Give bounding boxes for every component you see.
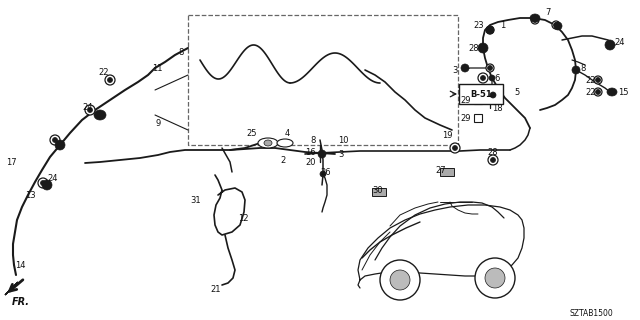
Text: 18: 18 bbox=[492, 103, 502, 113]
Text: 27: 27 bbox=[435, 165, 445, 174]
Ellipse shape bbox=[264, 140, 272, 146]
Text: 23: 23 bbox=[473, 20, 484, 29]
Text: 28: 28 bbox=[487, 148, 498, 156]
Text: 24: 24 bbox=[47, 173, 58, 182]
Text: 21: 21 bbox=[210, 285, 221, 294]
Circle shape bbox=[554, 22, 559, 28]
Text: 31: 31 bbox=[190, 196, 200, 204]
Circle shape bbox=[452, 146, 458, 150]
Ellipse shape bbox=[607, 88, 617, 96]
Ellipse shape bbox=[478, 43, 488, 53]
Bar bbox=[440, 168, 454, 176]
Circle shape bbox=[486, 26, 494, 34]
Circle shape bbox=[108, 77, 113, 83]
Circle shape bbox=[488, 28, 493, 33]
Circle shape bbox=[489, 75, 495, 81]
Text: 22: 22 bbox=[585, 87, 595, 97]
Circle shape bbox=[52, 138, 58, 142]
Text: 1: 1 bbox=[500, 20, 505, 29]
Circle shape bbox=[594, 76, 602, 84]
Text: 8: 8 bbox=[580, 63, 586, 73]
Ellipse shape bbox=[94, 110, 106, 120]
Circle shape bbox=[532, 18, 538, 22]
Text: 26: 26 bbox=[320, 167, 331, 177]
Circle shape bbox=[380, 260, 420, 300]
Circle shape bbox=[488, 66, 493, 70]
Ellipse shape bbox=[554, 22, 562, 30]
Text: 13: 13 bbox=[25, 190, 36, 199]
Circle shape bbox=[450, 143, 460, 153]
Text: 24: 24 bbox=[82, 102, 93, 111]
Text: 14: 14 bbox=[15, 260, 26, 269]
Text: 3: 3 bbox=[452, 66, 458, 75]
Circle shape bbox=[105, 75, 115, 85]
Text: B-51: B-51 bbox=[470, 90, 492, 99]
Circle shape bbox=[318, 150, 326, 158]
Polygon shape bbox=[5, 282, 18, 295]
Text: 3: 3 bbox=[338, 149, 344, 158]
Circle shape bbox=[485, 268, 505, 288]
Ellipse shape bbox=[277, 139, 293, 147]
Bar bbox=[372, 188, 386, 196]
Text: 8: 8 bbox=[178, 47, 184, 57]
Text: FR.: FR. bbox=[12, 297, 30, 307]
Circle shape bbox=[481, 76, 486, 81]
Text: 6: 6 bbox=[494, 74, 499, 83]
Circle shape bbox=[461, 64, 469, 72]
Circle shape bbox=[50, 135, 60, 145]
FancyBboxPatch shape bbox=[459, 84, 503, 104]
Circle shape bbox=[595, 90, 600, 94]
Text: 30: 30 bbox=[372, 186, 383, 195]
Circle shape bbox=[390, 270, 410, 290]
Bar bbox=[188, 15, 458, 145]
Text: 17: 17 bbox=[6, 157, 17, 166]
Circle shape bbox=[320, 171, 326, 177]
Text: 20: 20 bbox=[305, 157, 316, 166]
Text: 28: 28 bbox=[468, 44, 479, 52]
Text: 22: 22 bbox=[98, 68, 109, 76]
Circle shape bbox=[85, 105, 95, 115]
Text: 22: 22 bbox=[585, 76, 595, 84]
Text: 25: 25 bbox=[246, 129, 257, 138]
Text: 11: 11 bbox=[152, 63, 163, 73]
Circle shape bbox=[595, 77, 600, 83]
Circle shape bbox=[490, 157, 495, 163]
Text: 8: 8 bbox=[310, 135, 316, 145]
Text: 12: 12 bbox=[238, 213, 248, 222]
Circle shape bbox=[531, 16, 539, 24]
Text: 29: 29 bbox=[460, 114, 470, 123]
Circle shape bbox=[40, 180, 45, 186]
Bar bbox=[474, 96, 482, 104]
Text: 9: 9 bbox=[155, 118, 160, 127]
Ellipse shape bbox=[42, 180, 52, 190]
Ellipse shape bbox=[572, 66, 580, 74]
Text: 4: 4 bbox=[285, 129, 291, 138]
Text: 2: 2 bbox=[280, 156, 285, 164]
Ellipse shape bbox=[530, 14, 540, 22]
Text: 5: 5 bbox=[514, 87, 519, 97]
Circle shape bbox=[475, 258, 515, 298]
Text: SZTAB1500: SZTAB1500 bbox=[570, 308, 614, 317]
Circle shape bbox=[594, 88, 602, 96]
Circle shape bbox=[552, 21, 560, 29]
Text: 7: 7 bbox=[545, 7, 550, 17]
Circle shape bbox=[486, 64, 494, 72]
Ellipse shape bbox=[486, 26, 494, 34]
Circle shape bbox=[490, 92, 496, 98]
Text: 10: 10 bbox=[338, 135, 349, 145]
Text: 24: 24 bbox=[614, 37, 625, 46]
Bar bbox=[474, 114, 482, 122]
Circle shape bbox=[88, 108, 93, 113]
Circle shape bbox=[478, 73, 488, 83]
Ellipse shape bbox=[258, 138, 278, 148]
Ellipse shape bbox=[55, 140, 65, 150]
Text: 15: 15 bbox=[618, 87, 628, 97]
Circle shape bbox=[38, 178, 48, 188]
Circle shape bbox=[488, 155, 498, 165]
Text: 19: 19 bbox=[442, 131, 452, 140]
Text: 16: 16 bbox=[305, 148, 316, 156]
Text: 29: 29 bbox=[460, 95, 470, 105]
Ellipse shape bbox=[605, 40, 615, 50]
